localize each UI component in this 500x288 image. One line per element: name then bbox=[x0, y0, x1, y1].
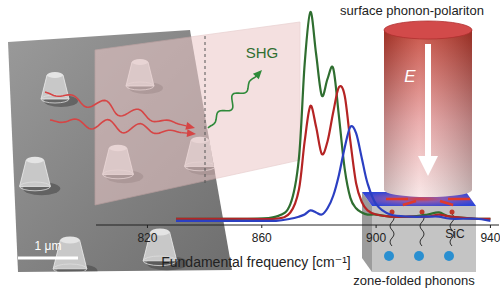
x-tick-label: 820 bbox=[137, 231, 157, 245]
sic-block bbox=[362, 192, 476, 272]
spring bbox=[420, 214, 424, 246]
pillar-base bbox=[20, 182, 51, 191]
series-line bbox=[176, 86, 490, 219]
field-label: E bbox=[404, 67, 416, 86]
pillar-base bbox=[53, 264, 87, 274]
x-axis bbox=[96, 224, 499, 225]
sic-label: SiC bbox=[445, 227, 465, 241]
atom bbox=[420, 210, 425, 215]
spp-arrow bbox=[386, 198, 408, 201]
plane-normal bbox=[205, 36, 206, 185]
fundamental-beam-shaft bbox=[181, 132, 187, 134]
field-arrow bbox=[425, 44, 431, 158]
atom bbox=[384, 251, 394, 261]
shg-beam-shaft bbox=[255, 75, 257, 77]
x-tick-label: 900 bbox=[366, 231, 386, 245]
spp-arrow bbox=[403, 201, 416, 205]
fundamental-beam-head bbox=[187, 129, 196, 137]
atom bbox=[450, 210, 455, 215]
x-tick-label: 860 bbox=[252, 231, 272, 245]
pillar bbox=[20, 160, 51, 186]
phonon-label: zone-folded phonons bbox=[353, 273, 475, 288]
fundamental-beam bbox=[45, 92, 180, 124]
scale-bar bbox=[18, 257, 78, 260]
fundamental-beam-head bbox=[185, 122, 195, 130]
series-line bbox=[176, 12, 490, 219]
atom bbox=[444, 251, 454, 261]
shg-label: SHG bbox=[246, 44, 279, 61]
scale-label: 1 μm bbox=[35, 239, 62, 253]
field-arrow-head bbox=[418, 156, 438, 176]
shg-beam-head bbox=[253, 70, 262, 79]
x-tick bbox=[147, 225, 148, 228]
x-tick bbox=[490, 225, 491, 228]
chart: 820 860 900 940 Fundamental frequency [cm⁻¹] bbox=[96, 12, 500, 270]
spp-label: surface phonon-polariton bbox=[340, 3, 484, 18]
spring bbox=[390, 214, 394, 246]
atom bbox=[414, 251, 424, 261]
spp-arrow bbox=[440, 201, 453, 205]
x-tick bbox=[376, 225, 377, 228]
x-tick bbox=[261, 225, 262, 228]
shg-beam bbox=[208, 76, 257, 128]
x-axis-label: Fundamental frequency [cm⁻¹] bbox=[161, 254, 350, 270]
lines bbox=[176, 12, 490, 221]
fundamental-beam bbox=[50, 119, 181, 133]
x-tick-label: 940 bbox=[480, 231, 500, 245]
cylinder-shade bbox=[384, 30, 472, 197]
pillar-top bbox=[47, 72, 63, 78]
pillar-top bbox=[60, 236, 79, 243]
pillar-top bbox=[26, 157, 44, 164]
cylinder bbox=[384, 21, 472, 197]
cylinder-body bbox=[384, 30, 472, 197]
fundamental-beam-shaft bbox=[180, 124, 186, 125]
figure: 820 860 900 940 Fundamental frequency [cm⁻¹]… bbox=[0, 0, 500, 288]
series-line bbox=[176, 126, 490, 221]
cylinder-top bbox=[384, 21, 472, 39]
spp-arrow bbox=[448, 198, 470, 201]
